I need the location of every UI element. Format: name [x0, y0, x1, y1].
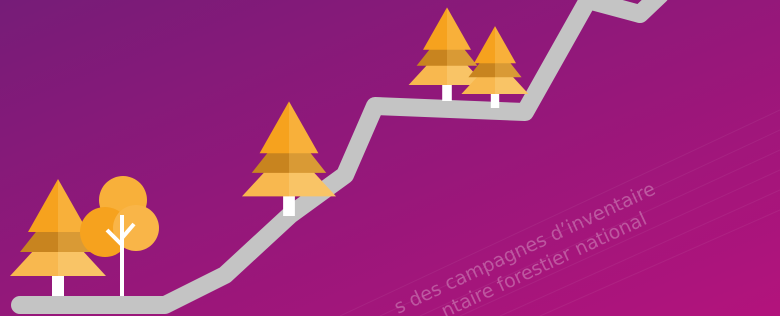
banner: s des campagnes d’inventaire ntaire fore…: [0, 0, 780, 316]
background: [0, 0, 780, 316]
